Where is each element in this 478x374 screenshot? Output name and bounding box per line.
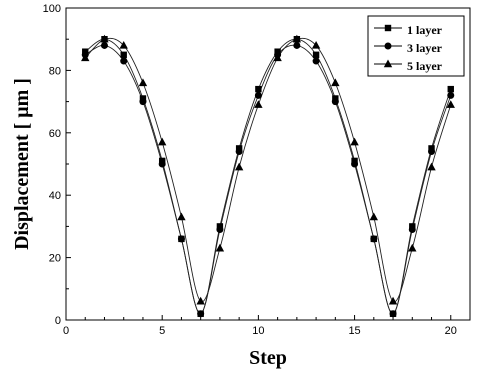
legend-samples: [374, 24, 402, 68]
y-tick-label-40: 40: [49, 190, 61, 202]
series-curves: [84, 37, 452, 315]
data-point-3-layer: [331, 98, 339, 106]
data-point-5-layer: [138, 78, 148, 87]
data-point-5-layer: [408, 243, 417, 252]
data-point-5-layer: [331, 78, 340, 87]
data-point-3-layer: [235, 148, 243, 156]
data-point-5-layer: [234, 162, 244, 171]
data-point-5-layer: [311, 40, 321, 49]
data-point-3-layer: [197, 310, 205, 318]
data-point-3-layer: [139, 98, 147, 106]
data-point-3-layer: [447, 91, 455, 99]
data-point-3-layer: [351, 160, 359, 168]
data-point-3-layer: [100, 41, 108, 49]
legend-marker-3-layer: [384, 42, 392, 50]
data-point-3-layer: [312, 57, 320, 65]
y-tick-label-60: 60: [49, 128, 61, 140]
data-point-3-layer: [389, 310, 397, 318]
data-point-5-layer: [369, 212, 379, 221]
x-tick-label-20: 20: [445, 325, 457, 337]
data-point-5-layer: [446, 100, 455, 108]
series-line-5-layer: [84, 37, 452, 303]
legend-marker-5-layer: [383, 59, 393, 68]
data-point-3-layer: [120, 57, 128, 65]
x-tick-label-0: 0: [63, 325, 69, 337]
plot-frame: [65, 7, 471, 321]
y-tick-label-100: 100: [43, 3, 61, 15]
data-point-1-layer: [120, 51, 127, 58]
legend-label-5-layer: 5 layer: [407, 59, 443, 73]
data-point-1-layer: [312, 51, 320, 58]
x-tick-label-15: 15: [348, 325, 360, 337]
data-point-3-layer: [158, 160, 166, 168]
data-point-5-layer: [215, 243, 225, 252]
legend-label-3-layer: 3 layer: [407, 41, 443, 55]
y-tick-label-0: 0: [55, 315, 61, 327]
data-point-5-layer: [81, 53, 90, 62]
x-tick-label-10: 10: [252, 325, 264, 337]
data-point-3-layer: [370, 235, 378, 243]
x-tick-label-5: 5: [159, 325, 165, 337]
y-axis-title: Displacement [ μm ]: [11, 78, 33, 250]
series-line-1-layer: [84, 38, 452, 315]
data-point-1-layer: [447, 85, 454, 93]
legend-label-1-layer: 1 layer: [407, 23, 443, 37]
data-point-5-layer: [273, 53, 282, 62]
y-tick-label-20: 20: [49, 253, 61, 265]
data-point-5-layer: [119, 40, 128, 49]
data-point-3-layer: [177, 235, 185, 243]
data-point-3-layer: [216, 226, 224, 234]
data-point-5-layer: [196, 296, 205, 305]
x-axis-title: Step: [249, 347, 287, 369]
data-point-5-layer: [292, 34, 302, 43]
series-markers: [81, 34, 455, 318]
data-point-3-layer: [408, 226, 416, 234]
data-point-3-layer: [428, 148, 436, 156]
data-point-1-layer: [255, 85, 262, 93]
legend: 1 layer 3 layer 5 layer: [367, 15, 465, 77]
data-point-3-layer: [293, 41, 301, 49]
y-tick-label-80: 80: [49, 65, 61, 77]
data-point-5-layer: [388, 296, 398, 305]
legend-marker-1-layer: [384, 24, 392, 32]
data-point-5-layer: [100, 34, 109, 43]
data-point-5-layer: [177, 212, 186, 221]
data-point-5-layer: [157, 137, 167, 146]
data-point-3-layer: [254, 91, 262, 99]
data-point-5-layer: [254, 100, 263, 108]
data-point-5-layer: [350, 137, 359, 146]
data-point-5-layer: [427, 162, 436, 171]
